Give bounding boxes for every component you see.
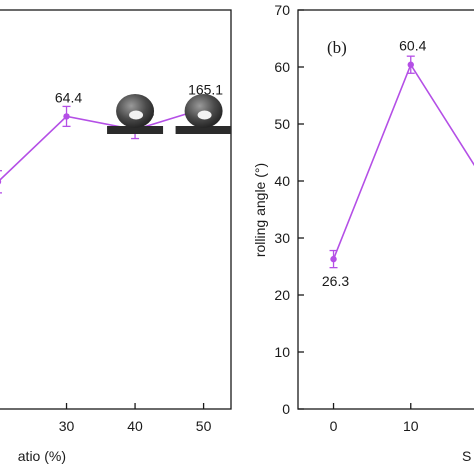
x-tick-label-a: 50 xyxy=(196,418,212,434)
y-tick-label-b: 40 xyxy=(274,173,290,189)
series-a: 64.4163.2165.1 xyxy=(0,82,223,194)
x-tick-label-a: 30 xyxy=(59,418,75,434)
chart-a: 30 40 50 64.4163.2165.1 atio (%) xyxy=(0,9,232,464)
x-tick-label-b: 0 xyxy=(330,418,338,434)
droplet-substrate xyxy=(175,126,232,134)
data-label-b: 60.4 xyxy=(399,38,426,54)
panel-tag-b: (b) xyxy=(327,38,347,57)
x-axis-title-b: S xyxy=(462,448,471,464)
plot-frame-b xyxy=(297,9,474,410)
y-tick-label-b: 70 xyxy=(274,2,290,18)
droplet-icon xyxy=(175,94,232,134)
y-tick-label-b: 20 xyxy=(274,287,290,303)
y-ticks-b: 0 10 20 30 40 50 60 70 xyxy=(274,2,304,417)
y-axis-title-b: rolling angle (°) xyxy=(252,163,268,257)
droplet-substrate xyxy=(107,126,164,134)
x-tick-label-a: 40 xyxy=(127,418,143,434)
y-tick-label-b: 30 xyxy=(274,230,290,246)
data-point-a xyxy=(0,179,2,185)
data-point-b xyxy=(330,255,337,263)
data-point-b xyxy=(407,61,414,68)
chart-b: (b) 0 10 20 30 40 50 60 70 0 10 26.3 60.4 rolling… xyxy=(252,2,474,464)
series-line-b xyxy=(332,62,474,260)
series-line-a xyxy=(0,107,204,181)
y-tick-label-b: 10 xyxy=(274,344,290,360)
x-ticks-b: 0 10 xyxy=(330,403,419,434)
y-tick-label-b: 0 xyxy=(282,401,290,417)
data-point-a xyxy=(63,113,70,120)
x-ticks-a: 30 40 50 xyxy=(59,403,212,434)
x-axis-title-a: atio (%) xyxy=(18,448,66,464)
series-b: 26.3 60.4 xyxy=(322,38,474,289)
y-tick-label-b: 60 xyxy=(274,59,290,75)
droplet-icon xyxy=(107,94,164,134)
data-label-a: 165.1 xyxy=(188,82,223,98)
y-tick-label-b: 50 xyxy=(274,116,290,132)
droplet-highlight xyxy=(129,110,144,120)
data-label-b: 26.3 xyxy=(322,273,349,289)
x-tick-label-b: 10 xyxy=(403,418,419,434)
data-label-a: 64.4 xyxy=(55,89,82,105)
droplet-images xyxy=(107,94,232,134)
droplet-highlight xyxy=(197,110,212,120)
plot-frame-a xyxy=(0,9,232,410)
